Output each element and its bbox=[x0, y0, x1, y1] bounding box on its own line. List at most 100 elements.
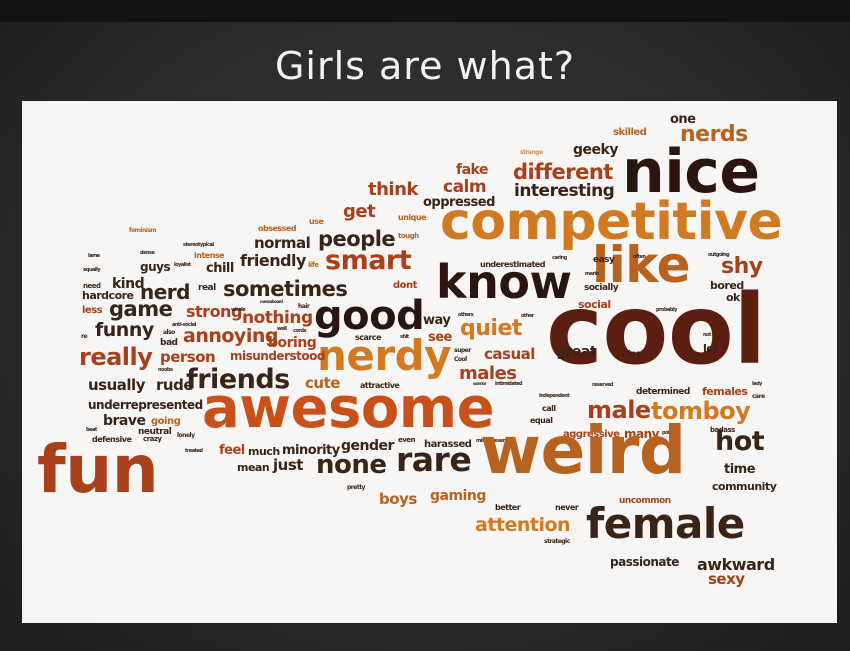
word-nerdy: nerdy bbox=[317, 331, 452, 380]
word-nerd: nerd bbox=[140, 280, 190, 304]
word-interesting: interesting bbox=[514, 181, 615, 201]
word-obsessed: obsessed bbox=[258, 224, 297, 233]
word-aggressive: aggressive bbox=[563, 429, 620, 440]
word-determined: determined bbox=[636, 387, 690, 397]
word-sexy: sexy bbox=[708, 570, 745, 588]
word-misunderstood: misunderstood bbox=[230, 349, 325, 363]
word-weird: weird bbox=[480, 412, 686, 489]
word-intimidated: intimidated bbox=[495, 381, 523, 387]
word-scarce: scarce bbox=[355, 333, 382, 342]
top-dark-band bbox=[0, 0, 850, 22]
word-use: use bbox=[309, 217, 324, 226]
word-tough: tough bbox=[398, 232, 419, 240]
word-good: good bbox=[314, 293, 425, 339]
word-bored: bored bbox=[710, 279, 744, 292]
word-beat: beat bbox=[86, 427, 97, 433]
word-also: also bbox=[163, 329, 175, 336]
word-social: social bbox=[578, 298, 611, 311]
word-messaboard: messaboard bbox=[260, 299, 283, 304]
word-well: well bbox=[277, 326, 287, 332]
word-better: better bbox=[495, 503, 521, 512]
word-call: call bbox=[542, 404, 556, 413]
word-nerds: nerds bbox=[680, 122, 748, 147]
word-lot: lot bbox=[703, 342, 719, 355]
word-males: males bbox=[459, 363, 517, 384]
word-friends: friends bbox=[186, 364, 290, 395]
word-outgoing: outgoing bbox=[708, 252, 730, 258]
word-not: not bbox=[703, 332, 711, 338]
word-minority: minority bbox=[282, 443, 340, 458]
word-funny: funny bbox=[95, 319, 154, 341]
word-cords: cords bbox=[293, 328, 306, 334]
word-dont: dont bbox=[393, 280, 417, 291]
word-just: just bbox=[273, 456, 303, 474]
word-equal: equal bbox=[530, 416, 553, 425]
word-much: much bbox=[248, 445, 280, 458]
word-attractive: attractive bbox=[360, 381, 400, 390]
word-misrepresented: misrepresented bbox=[476, 438, 514, 444]
word-normal: normal bbox=[254, 234, 311, 252]
word-care: care bbox=[752, 393, 765, 400]
word-geeky: geeky bbox=[573, 142, 618, 158]
word-awkward: awkward bbox=[697, 555, 775, 574]
word-male: male bbox=[587, 396, 651, 424]
word-hardcore: hardcore bbox=[82, 289, 134, 302]
word-underestimated: underestimated bbox=[480, 260, 545, 269]
word-caring: caring bbox=[552, 255, 567, 261]
word-lady: lady bbox=[752, 381, 762, 387]
word-strange: strange bbox=[520, 149, 543, 156]
word-none: none bbox=[316, 450, 387, 480]
word-get: get bbox=[343, 201, 376, 222]
word-hot: hot bbox=[715, 426, 765, 457]
word-cool: Cool bbox=[454, 356, 467, 363]
word-passionate: passionate bbox=[610, 555, 679, 569]
word-easy: easy bbox=[593, 255, 615, 265]
word-community: community bbox=[712, 480, 777, 493]
word-strong: strong bbox=[186, 302, 242, 321]
word-skilled: skilled bbox=[613, 127, 647, 138]
word-reserved: reserved bbox=[592, 382, 613, 388]
word-chill: chill bbox=[206, 261, 234, 276]
word-feminism: feminism bbox=[129, 227, 157, 234]
word-kind: kind bbox=[112, 276, 145, 292]
word-hair: hair bbox=[298, 303, 310, 310]
word-way: way bbox=[423, 313, 451, 328]
word-whole: whole bbox=[231, 307, 246, 313]
word-sometimes: sometimes bbox=[223, 277, 348, 301]
word-people: people bbox=[318, 227, 396, 251]
word-guys: guys bbox=[140, 260, 171, 274]
word-cute: cute bbox=[305, 374, 340, 392]
word-lame: lame bbox=[88, 253, 100, 259]
word-ing: ing bbox=[628, 349, 641, 358]
word-need: need bbox=[83, 282, 101, 290]
word-attention: attention bbox=[475, 514, 571, 536]
word-rare: rare bbox=[396, 440, 472, 479]
word-great: great bbox=[556, 344, 597, 360]
word-uncommon: uncommon bbox=[619, 496, 671, 506]
word-female: female bbox=[586, 499, 745, 548]
word-warrior: warrior bbox=[473, 381, 486, 386]
word-game: game bbox=[109, 297, 173, 321]
word-fake: fake bbox=[456, 162, 488, 178]
word-really: really bbox=[79, 343, 153, 371]
word-strategic: strategic bbox=[544, 538, 570, 545]
word-lonely: lonely bbox=[177, 432, 195, 439]
word-independent: independent bbox=[539, 393, 570, 399]
word-smart: smart bbox=[325, 245, 412, 276]
word-underrepresented: underrepresented bbox=[88, 398, 203, 412]
word-ok: ok bbox=[726, 291, 740, 304]
word-other: other bbox=[521, 313, 534, 319]
word-nothing: nothing bbox=[242, 308, 313, 328]
word-others: others bbox=[458, 312, 474, 318]
word-dense: dense bbox=[140, 250, 155, 256]
word-loyalist: loyalist bbox=[174, 262, 191, 268]
word-boys: boys bbox=[379, 490, 417, 508]
word-gaming: gaming bbox=[430, 488, 486, 504]
word-usually: usually bbox=[88, 376, 145, 394]
word-mean: mean bbox=[237, 461, 270, 474]
word-probably: probably bbox=[656, 307, 678, 313]
word-badass: badass bbox=[710, 426, 735, 434]
word-often: often bbox=[633, 254, 646, 260]
word-socially: socially bbox=[584, 283, 619, 293]
word-intense: intense bbox=[194, 251, 225, 260]
